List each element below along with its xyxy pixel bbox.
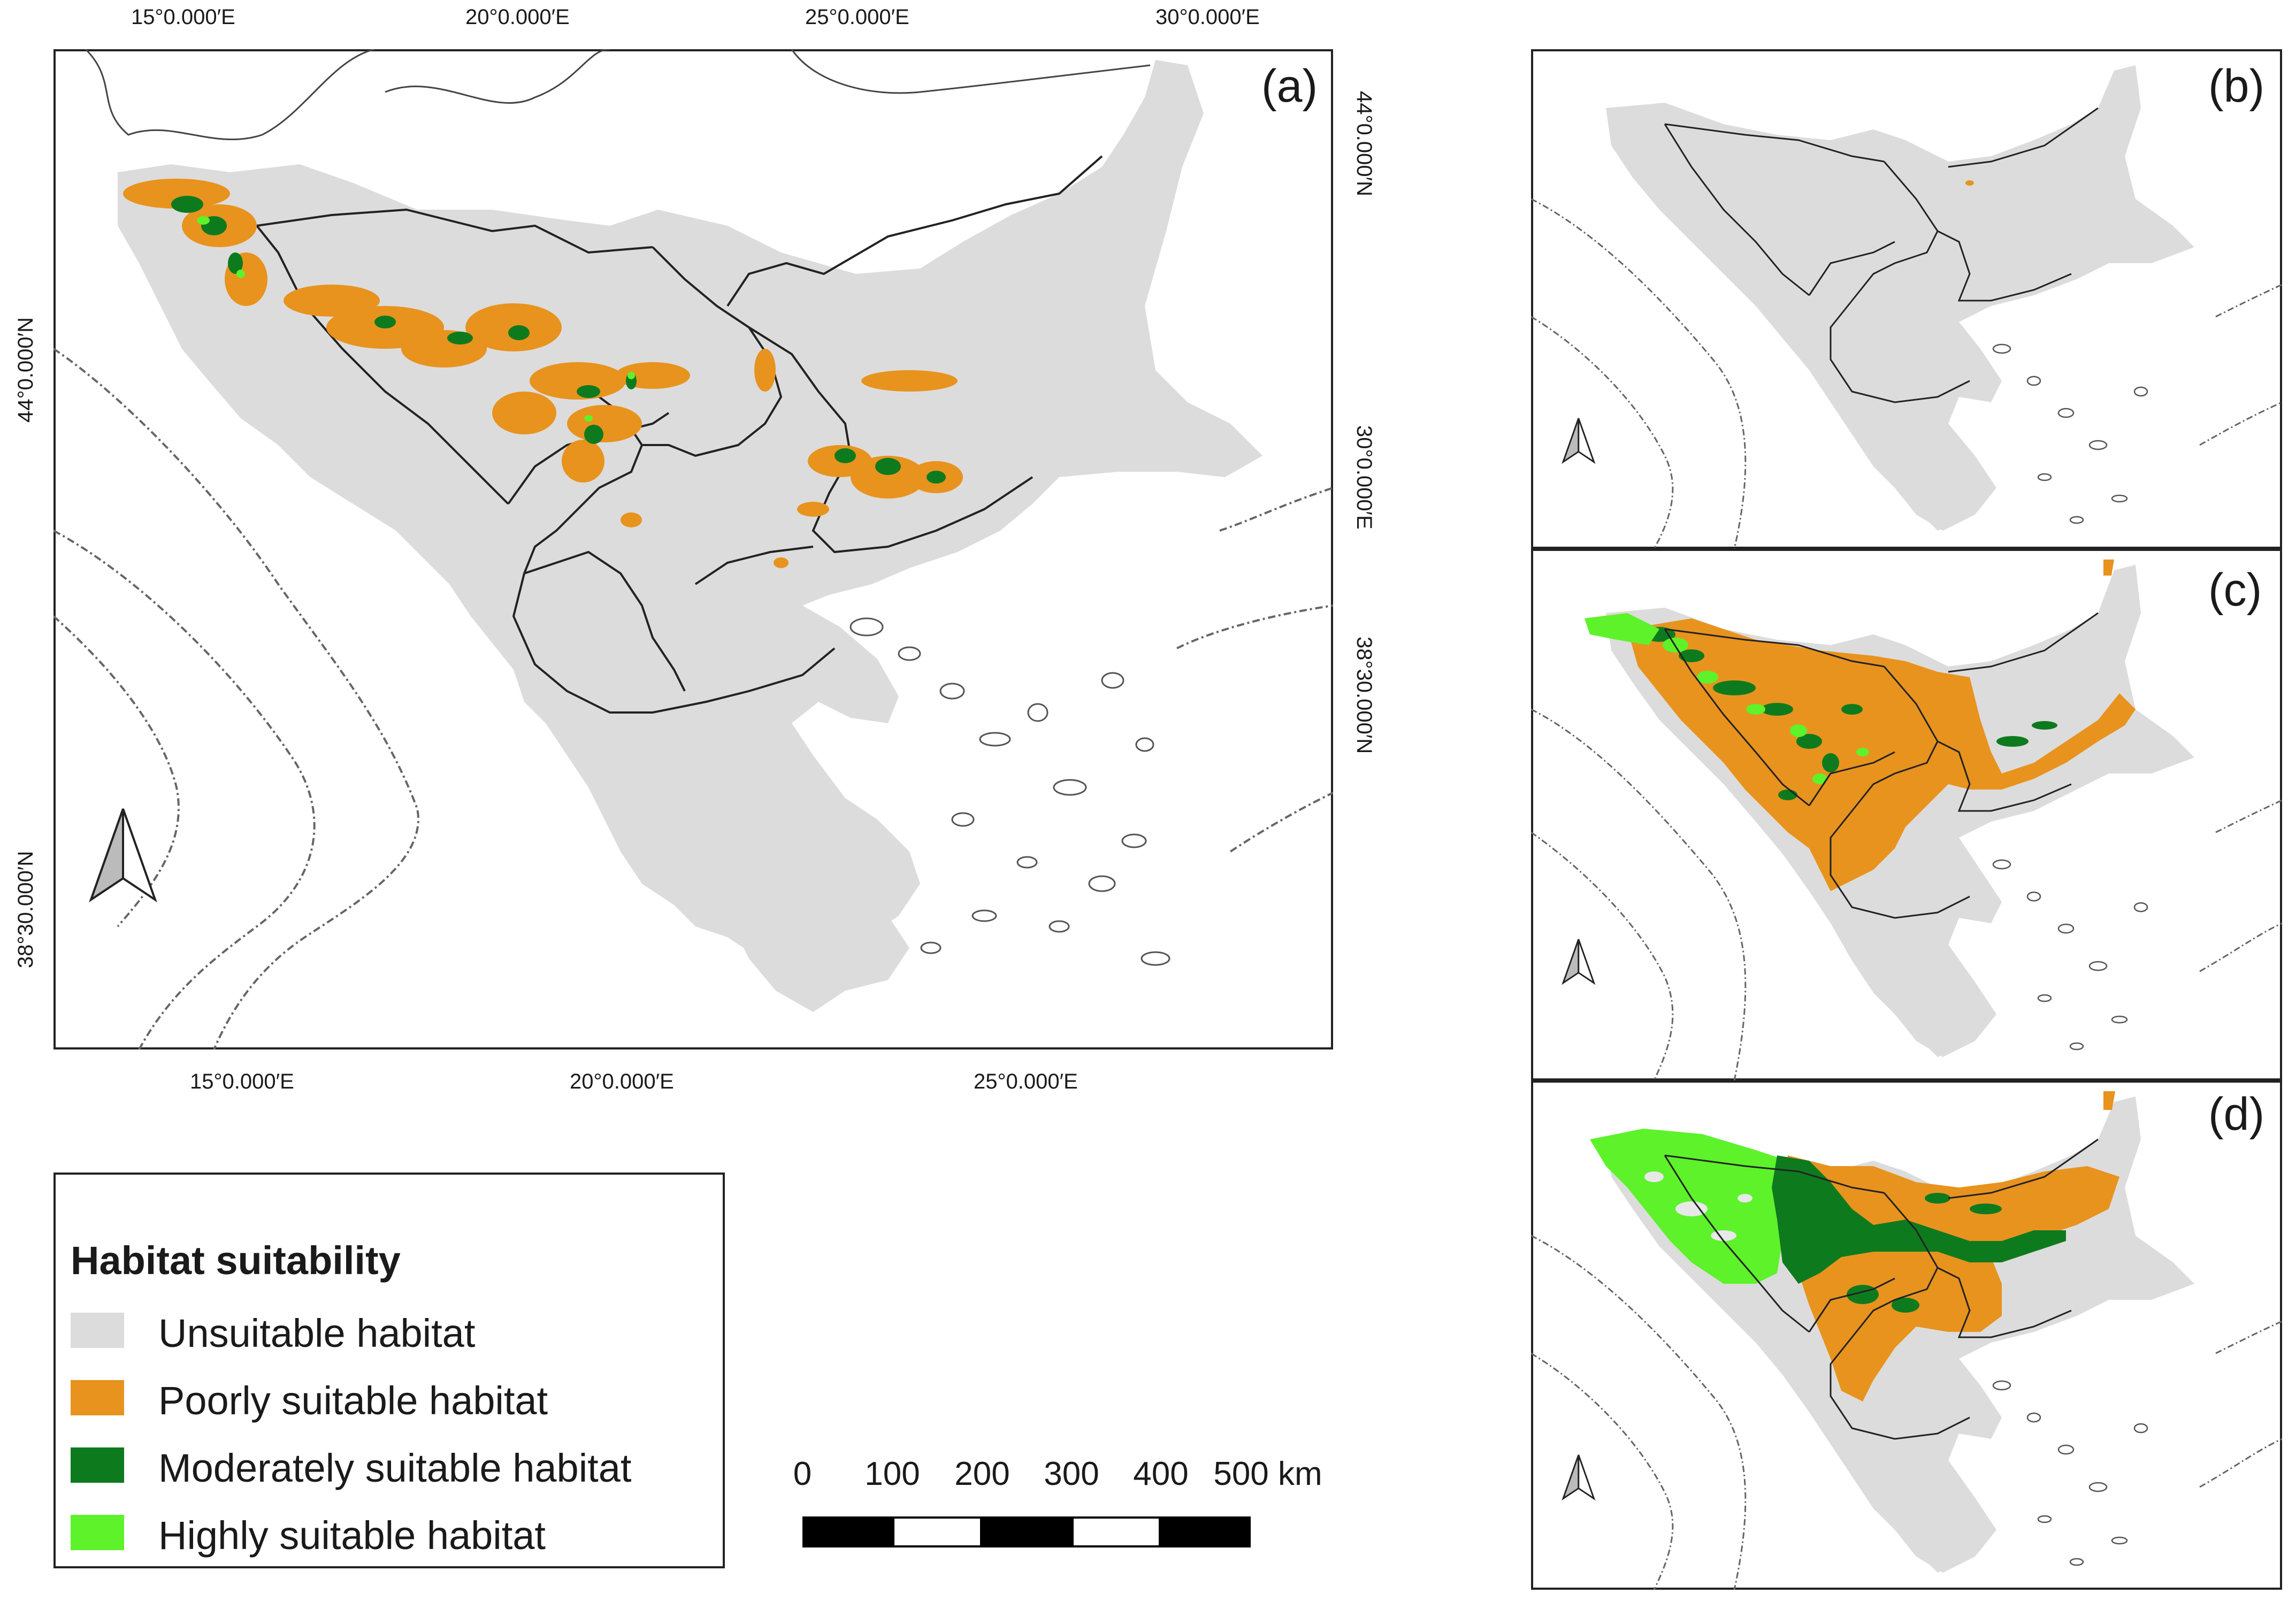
legend: Habitat suitability Unsuitable habitat P… (53, 1173, 725, 1568)
right-tick-lat: 38°30.000′N (1352, 637, 1376, 754)
map-frame-d (1531, 1081, 2282, 1590)
turkey-coast (1176, 487, 1333, 853)
legend-swatch-high (71, 1515, 124, 1550)
aegean-islands-a (849, 617, 1170, 966)
coastline-italy-3 (53, 615, 180, 928)
scale-label: 500 km (1213, 1455, 1322, 1492)
scale-label: 100 (864, 1455, 920, 1492)
legend-swatch-moderate (71, 1447, 124, 1483)
scale-segment (802, 1516, 892, 1547)
north-arrow-icon (1562, 418, 1596, 464)
top-tick-lon: 20°0.000′E (465, 5, 570, 29)
northern-borders (85, 49, 1151, 141)
north-arrow-icon (89, 808, 157, 902)
scale-segment (982, 1516, 1072, 1547)
scale-bar: 0 100 200 300 400 500 km (786, 1455, 1322, 1594)
scale-label: 400 (1133, 1455, 1189, 1492)
land-unsuitable-b (1606, 65, 2194, 531)
coastline-italy (53, 348, 419, 1049)
habitat-high-c (1585, 613, 1869, 784)
north-arrow-icon (1562, 1454, 1596, 1501)
scale-segment (1161, 1516, 1251, 1547)
right-tick-lon: 30°0.000′E (1352, 425, 1376, 530)
scale-segment (1072, 1516, 1161, 1547)
top-tick-lon: 30°0.000′E (1155, 5, 1260, 29)
legend-swatch-poor (71, 1380, 124, 1415)
panel-label-c: (c) (2208, 564, 2262, 616)
land-peloponnese (728, 862, 909, 1012)
bottom-tick-lon: 15°0.000′E (190, 1070, 294, 1093)
panel-label-b: (b) (2208, 60, 2265, 112)
habitat-moderate-c (1643, 627, 2057, 800)
scale-segment (892, 1516, 982, 1547)
left-tick-lat: 44°0.000′N (14, 317, 37, 423)
left-tick-lat: 38°30.000′N (14, 851, 37, 968)
habitat-high-a (197, 216, 635, 422)
legend-label: Poorly suitable habitat (158, 1378, 548, 1423)
north-arrow-icon (1562, 939, 1596, 985)
bottom-tick-lon: 25°0.000′E (974, 1070, 1078, 1093)
scale-label: 0 (793, 1455, 812, 1492)
map-frame-a (53, 49, 1333, 1049)
panel-label-a: (a) (1261, 60, 1318, 112)
habitat-poor-d (1782, 1155, 2119, 1401)
top-tick-lon: 15°0.000′E (131, 5, 235, 29)
legend-title: Habitat suitability (71, 1238, 401, 1283)
bottom-tick-lon: 20°0.000′E (570, 1070, 674, 1093)
land-unsuitable-a (118, 60, 1262, 991)
right-tick-lat: 44°0.000′N (1352, 91, 1376, 196)
habitat-moderate-d (1772, 1155, 2066, 1313)
legend-swatch-unsuitable (71, 1313, 124, 1348)
legend-label: Moderately suitable habitat (158, 1446, 632, 1490)
habitat-moderate-a (171, 196, 946, 484)
map-frame-c (1531, 549, 2282, 1081)
scale-label: 300 (1044, 1455, 1099, 1492)
coastline-italy-2 (53, 530, 316, 1049)
panel-label-d: (d) (2208, 1089, 2265, 1140)
legend-label: Highly suitable habitat (158, 1513, 546, 1558)
map-frame-b (1531, 49, 2282, 549)
legend-label: Unsuitable habitat (158, 1311, 476, 1355)
scale-label: 200 (954, 1455, 1010, 1492)
top-tick-lon: 25°0.000′E (805, 5, 909, 29)
